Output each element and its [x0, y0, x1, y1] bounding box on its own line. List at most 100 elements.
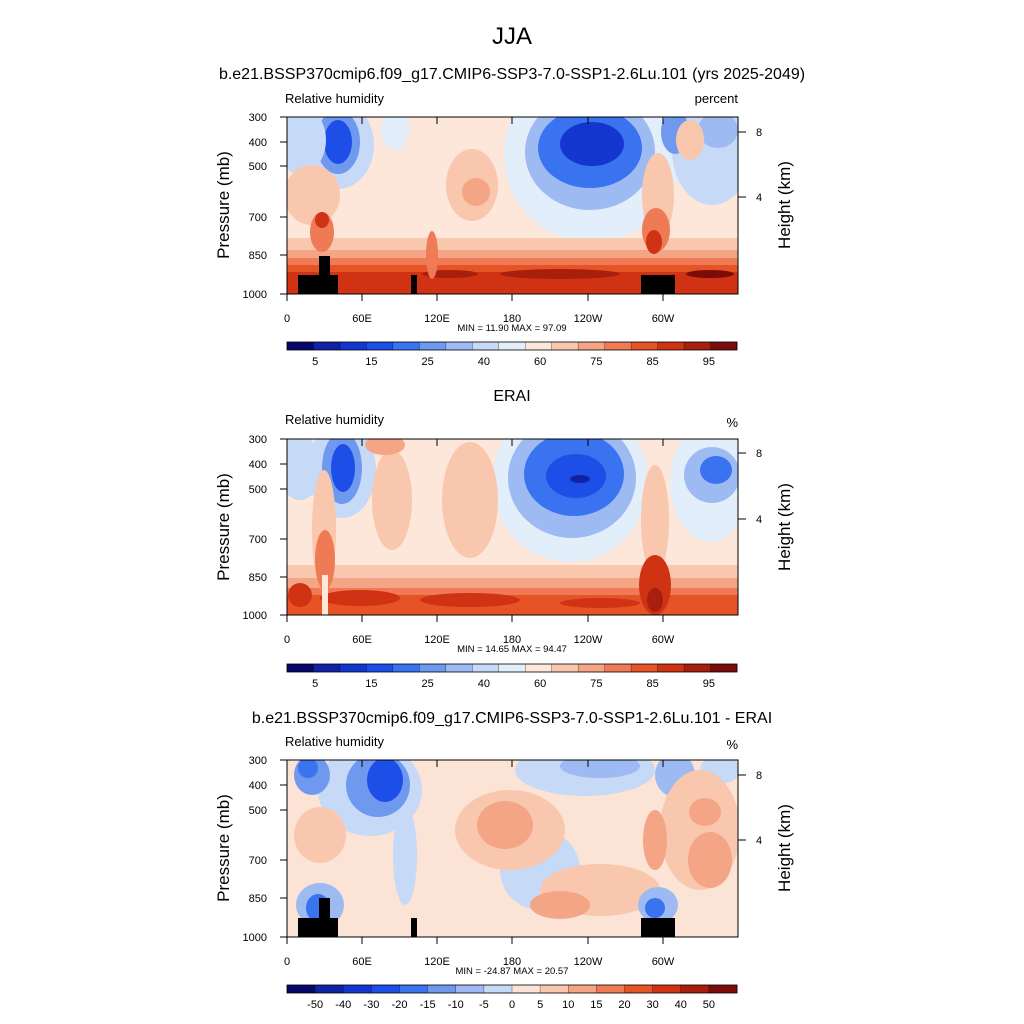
- colorbar-label: -5: [479, 999, 489, 1011]
- x-tick-label: 60E: [352, 956, 372, 968]
- colorbar-label: 40: [675, 999, 687, 1011]
- x-tick-label: 180: [503, 313, 521, 325]
- y-axis-label: Pressure (mb): [214, 794, 233, 902]
- min-max-label: MIN = 14.65 MAX = 94.47: [457, 644, 567, 655]
- y-tick-label: 400: [249, 780, 267, 792]
- colorbar-label: -50: [307, 999, 323, 1011]
- colorbar-label: -20: [392, 999, 408, 1011]
- height-ticks: 8 4: [738, 127, 762, 204]
- panel-title: ERAI: [493, 388, 530, 405]
- y-tick-label: 300: [249, 434, 267, 446]
- page-title: JJA: [492, 23, 532, 50]
- colorbar-swatch: [343, 985, 372, 993]
- colorbar-label: 15: [365, 678, 377, 690]
- colorbar-swatch: [483, 985, 513, 993]
- contour-field: [287, 439, 738, 615]
- colorbar-swatch: [680, 985, 710, 993]
- colorbar-swatch: [604, 342, 632, 350]
- y-tick-label: 500: [249, 484, 267, 496]
- colorbar-swatch: [313, 664, 341, 672]
- y-axis-right-label: Height (km): [775, 483, 794, 571]
- colorbar-swatch: [399, 985, 428, 993]
- y-tick-label: 1000: [243, 610, 267, 622]
- colorbar-label: -15: [420, 999, 436, 1011]
- colorbar-label: 40: [478, 356, 490, 368]
- colorbar-label: 40: [478, 678, 490, 690]
- colorbar-label: 15: [590, 999, 602, 1011]
- colorbar-swatch: [551, 342, 579, 350]
- colorbar-label: 25: [422, 678, 434, 690]
- colorbar-swatch: [624, 985, 653, 993]
- colorbar-label: 75: [590, 356, 602, 368]
- y-axis-right-label: Height (km): [775, 804, 794, 892]
- colorbar-swatch: [631, 664, 658, 672]
- colorbar-swatch: [371, 985, 400, 993]
- colorbar-swatch: [313, 342, 341, 350]
- colorbar-label: 75: [590, 678, 602, 690]
- colorbar-label: 15: [365, 356, 377, 368]
- x-tick-label: 120E: [424, 956, 450, 968]
- x-tick-label: 60W: [652, 634, 675, 646]
- colorbar-swatch: [366, 664, 394, 672]
- y-tick-label: 500: [249, 805, 267, 817]
- y-ticks: 300 400 500 700 850 1000: [243, 434, 287, 622]
- y-tick-label: 700: [249, 855, 267, 867]
- colorbar-swatch: [455, 985, 485, 993]
- x-tick-label: 120W: [574, 313, 603, 325]
- y-tick-label: 850: [249, 893, 267, 905]
- colorbar-swatch: [287, 985, 316, 993]
- colorbar-frame: [286, 341, 738, 351]
- height-tick-label: 4: [756, 514, 762, 526]
- height-tick-label: 4: [756, 835, 762, 847]
- height-tick-label: 8: [756, 127, 762, 139]
- x-ticks: 0 60E 120E 180 120W 60W: [284, 760, 675, 968]
- colorbar-swatch: [596, 985, 625, 993]
- x-tick-label: 180: [503, 634, 521, 646]
- colorbar-swatch: [419, 664, 447, 672]
- y-tick-label: 1000: [243, 289, 267, 301]
- colorbar-label: 25: [422, 356, 434, 368]
- x-tick-label: 120W: [574, 956, 603, 968]
- units-label: %: [726, 415, 738, 430]
- colorbar-swatch: [708, 985, 738, 993]
- y-tick-label: 1000: [243, 932, 267, 944]
- topography-mask: [298, 898, 675, 937]
- panel-title: b.e21.BSSP370cmip6.f09_g17.CMIP6-SSP3-7.…: [219, 66, 805, 83]
- y-ticks: 300 400 500 700 850 1000: [243, 755, 287, 944]
- y-axis-right-label: Height (km): [775, 161, 794, 249]
- y-tick-label: 400: [249, 137, 267, 149]
- colorbar-swatch: [392, 342, 420, 350]
- y-tick-label: 300: [249, 755, 267, 767]
- panel-model: b.e21.BSSP370cmip6.f09_g17.CMIP6-SSP3-7.…: [214, 66, 805, 368]
- colorbar-swatch: [710, 664, 738, 672]
- x-ticks: 0 60E 120E 180 120W 60W: [284, 439, 675, 646]
- colorbar-label: 5: [312, 678, 318, 690]
- x-tick-label: 60E: [352, 634, 372, 646]
- colorbar-label: -10: [448, 999, 464, 1011]
- colorbar-label: 20: [618, 999, 630, 1011]
- colorbar-swatch: [287, 664, 314, 672]
- units-label: %: [726, 737, 738, 752]
- y-tick-label: 700: [249, 212, 267, 224]
- colorbar-frame: [286, 663, 738, 673]
- colorbar-label: 30: [647, 999, 659, 1011]
- y-axis-label: Pressure (mb): [214, 473, 233, 581]
- panel-erai: ERAI Relative humidity %: [214, 388, 794, 690]
- colorbar-swatch: [578, 342, 605, 350]
- colorbar-swatch: [525, 664, 553, 672]
- min-max-label: MIN = 11.90 MAX = 97.09: [457, 323, 566, 334]
- y-tick-label: 400: [249, 459, 267, 471]
- colorbar-swatch: [339, 342, 367, 350]
- colorbar-swatch: [684, 342, 711, 350]
- colorbar-swatch: [684, 664, 711, 672]
- colorbar-swatch: [710, 342, 738, 350]
- colorbar-swatch: [498, 342, 526, 350]
- colorbar-label: 10: [562, 999, 574, 1011]
- height-ticks: 8 4: [738, 448, 762, 526]
- colorbar-label: 50: [703, 999, 715, 1011]
- colorbar-swatch: [578, 664, 605, 672]
- x-ticks: 0 60E 120E 180 120W 60W: [284, 117, 675, 325]
- colorbar-swatch: [472, 342, 500, 350]
- colorbar-swatch: [631, 342, 658, 350]
